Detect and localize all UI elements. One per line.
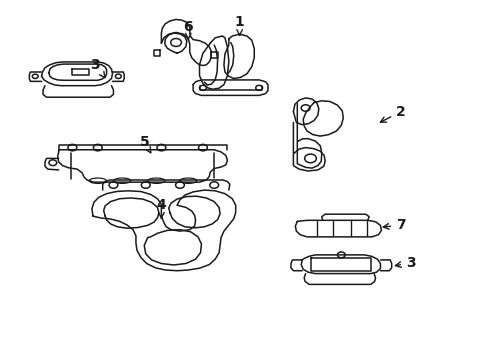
Text: 5: 5: [139, 135, 150, 153]
Text: 2: 2: [380, 105, 405, 122]
Text: 1: 1: [234, 15, 244, 35]
Text: 6: 6: [183, 20, 193, 40]
Text: 7: 7: [383, 218, 405, 232]
Text: 4: 4: [156, 198, 166, 218]
Text: 3: 3: [90, 58, 105, 78]
Text: 3: 3: [395, 256, 415, 270]
